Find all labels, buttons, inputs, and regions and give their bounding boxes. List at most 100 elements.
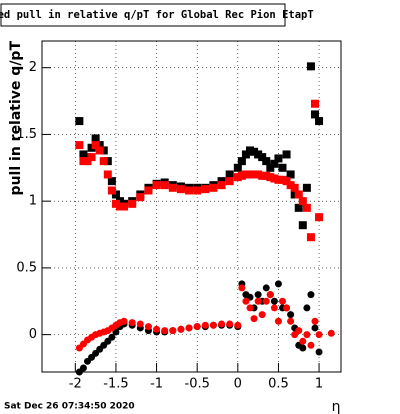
circle-marker	[274, 317, 282, 325]
square-marker	[99, 157, 108, 166]
square-marker	[107, 186, 116, 195]
circle-marker	[303, 304, 311, 312]
circle-marker	[120, 317, 128, 325]
square-marker	[250, 147, 259, 156]
square-marker	[136, 193, 145, 202]
circle-marker	[161, 327, 169, 335]
square-marker	[278, 163, 287, 172]
square-marker	[294, 203, 303, 212]
square-marker	[217, 177, 226, 186]
square-marker	[75, 141, 84, 150]
circle-marker	[311, 317, 319, 325]
x-tick-label: -1.5	[103, 377, 128, 392]
square-marker	[270, 159, 279, 168]
square-marker	[241, 150, 250, 159]
circle-marker	[283, 304, 291, 312]
square-marker	[79, 157, 88, 166]
square-marker	[152, 181, 161, 190]
circle-marker	[218, 320, 226, 328]
square-marker	[91, 141, 100, 150]
square-marker	[286, 181, 295, 190]
circle-marker	[262, 297, 270, 305]
circle-marker	[242, 297, 250, 305]
square-marker	[266, 163, 275, 172]
square-marker	[254, 170, 263, 179]
square-marker	[282, 177, 291, 186]
square-marker	[87, 153, 96, 162]
square-marker	[79, 150, 88, 159]
circle-marker	[287, 311, 295, 319]
circle-marker	[201, 321, 209, 329]
square-marker	[246, 146, 254, 155]
square-marker	[237, 171, 246, 180]
circle-marker	[226, 320, 234, 328]
square-marker	[246, 170, 254, 179]
circle-marker	[169, 327, 177, 335]
y-tick-label: 0	[29, 327, 37, 342]
y-tick-label: 1	[29, 194, 37, 209]
square-marker	[298, 221, 307, 230]
square-marker	[294, 190, 303, 199]
square-marker	[237, 157, 246, 166]
y-tick-label: 1.5	[16, 127, 37, 142]
circle-marker	[299, 337, 307, 345]
square-marker	[315, 117, 324, 126]
square-marker	[116, 202, 124, 211]
square-marker	[160, 181, 169, 190]
circle-marker	[270, 304, 278, 312]
circle-marker	[185, 324, 193, 332]
x-tick-label: 0.5	[268, 377, 289, 392]
square-marker	[274, 175, 283, 184]
circle-marker	[307, 341, 315, 349]
circle-marker	[250, 315, 258, 323]
square-marker	[262, 157, 271, 166]
square-marker	[241, 170, 250, 179]
y-tick-label: 2	[29, 60, 37, 75]
square-marker	[302, 183, 311, 192]
circle-marker	[287, 317, 295, 325]
circle-marker	[315, 348, 323, 356]
square-marker	[282, 150, 291, 159]
square-marker	[168, 183, 177, 192]
square-marker	[306, 62, 315, 71]
square-marker	[290, 183, 299, 192]
plot-frame	[41, 40, 342, 373]
y-axis-label: pull in relative q/pT	[8, 41, 24, 196]
square-marker	[311, 99, 319, 108]
circle-marker	[144, 323, 152, 331]
square-marker	[144, 186, 153, 195]
square-marker	[311, 110, 319, 119]
square-marker	[185, 186, 194, 195]
square-marker	[286, 170, 295, 179]
circle-marker	[295, 327, 303, 335]
circle-marker	[262, 284, 270, 292]
circle-marker	[136, 320, 144, 328]
timestamp: Sat Dec 26 07:34:50 2020	[4, 402, 135, 412]
square-marker	[266, 173, 275, 182]
square-marker	[225, 170, 234, 179]
circle-marker	[177, 325, 185, 333]
square-marker	[290, 190, 299, 199]
circle-marker	[79, 364, 87, 372]
circle-marker	[234, 321, 242, 329]
square-marker	[306, 233, 315, 242]
x-axis-label: η	[332, 399, 341, 414]
square-marker	[298, 197, 307, 206]
circle-marker	[153, 325, 161, 333]
circle-marker	[274, 280, 282, 288]
chart-title: Fitted pull in relative q/pT for Global …	[0, 9, 314, 21]
circle-marker	[266, 291, 274, 299]
square-marker	[176, 185, 185, 194]
x-tick-label: -1	[150, 377, 163, 392]
square-marker	[116, 197, 124, 206]
circle-marker	[238, 284, 246, 292]
square-marker	[75, 117, 84, 126]
square-marker	[99, 146, 108, 155]
square-marker	[274, 154, 283, 163]
circle-marker	[128, 319, 136, 327]
circle-marker	[246, 304, 254, 312]
circle-marker	[108, 333, 116, 341]
circle-marker	[307, 291, 315, 299]
